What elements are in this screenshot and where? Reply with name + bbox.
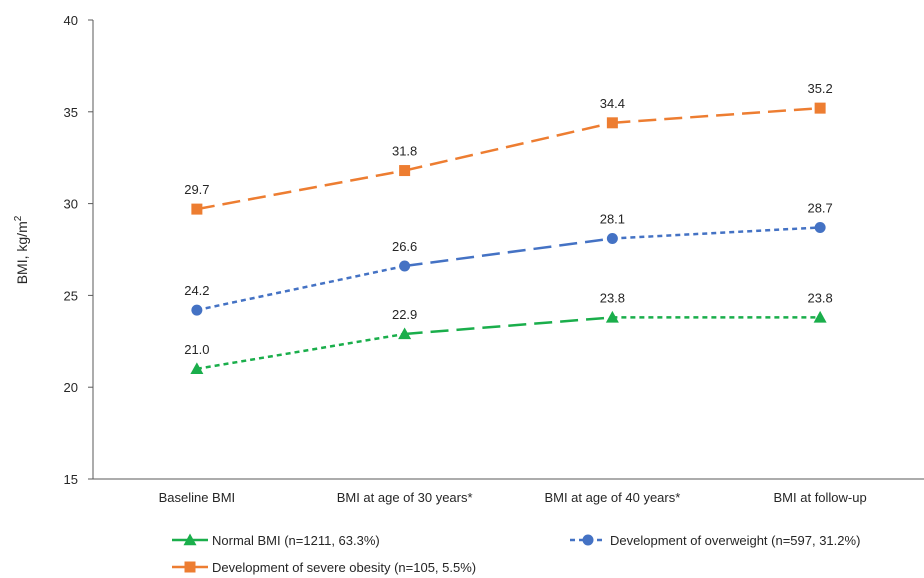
data-point [191,203,203,215]
data-label: 24.2 [184,283,209,298]
y-axis-title: BMI, kg/m2 [13,215,30,284]
data-point [814,102,826,114]
data-point [813,310,827,323]
y-tick-label: 25 [64,288,78,303]
y-tick-label: 15 [64,472,78,487]
data-label: 28.1 [600,211,625,226]
series-1 [191,221,826,316]
legend-marker [582,534,594,546]
legend-label: Development of severe obesity (n=105, 5.… [212,560,476,575]
legend-item: Development of overweight (n=597, 31.2%) [570,533,860,548]
legend-label: Normal BMI (n=1211, 63.3%) [212,533,380,548]
data-point [605,310,619,323]
legend-marker [183,533,197,546]
data-label: 29.7 [184,182,209,197]
series-line-segment [404,237,613,268]
legend-item: Normal BMI (n=1211, 63.3%) [172,533,380,548]
data-point [398,327,412,340]
series-line-segment [196,264,405,312]
data-labels: 21.0 22.9 23.8 23.8 24.2 26.6 28.1 28.7 29.7 31.8… [184,81,833,357]
data-label: 21.0 [184,342,209,357]
legend-item: Development of severe obesity (n=105, 5.… [172,560,476,575]
y-axis-title-superscript: 2 [13,215,24,221]
data-label: 31.8 [392,144,417,159]
y-axis-title-main: BMI, kg/m [14,221,30,284]
x-tick-label: Baseline BMI [159,490,236,505]
series-line-segment [196,169,405,211]
data-point [191,304,203,316]
data-label: 23.8 [600,290,625,305]
data-label: 35.2 [807,81,832,96]
data-point [606,232,618,244]
series-line-segment [196,332,405,371]
data-label: 26.6 [392,239,417,254]
legend: Normal BMI (n=1211, 63.3%) Development of… [172,533,860,575]
y-tick-label: 40 [64,13,78,28]
data-point [190,362,204,375]
series-line-segment [404,121,613,172]
data-label: 22.9 [392,307,417,322]
legend-marker [184,561,196,573]
data-point [399,260,411,272]
axes: 15 20 25 30 35 40 Baseline BMI BMI at age of 30… [13,13,924,505]
data-point [814,221,826,233]
y-tick-label: 35 [64,105,78,120]
data-point [606,117,618,129]
series-line-segment [612,226,821,240]
x-tick-label: BMI at age of 40 years* [544,490,680,505]
data-point [399,165,411,177]
y-tick-label: 30 [64,197,78,212]
series-0 [190,310,827,375]
data-label: 28.7 [807,200,832,215]
series-line-segment [612,106,821,125]
series-2 [191,102,826,215]
data-label: 23.8 [807,290,832,305]
data-label: 34.4 [600,96,625,111]
y-tick-label: 20 [64,380,78,395]
series-line-segment [404,316,613,336]
x-tick-label: BMI at age of 30 years* [337,490,473,505]
x-tick-label: BMI at follow-up [774,490,867,505]
series-layer [190,102,827,375]
legend-label: Development of overweight (n=597, 31.2%) [610,533,860,548]
